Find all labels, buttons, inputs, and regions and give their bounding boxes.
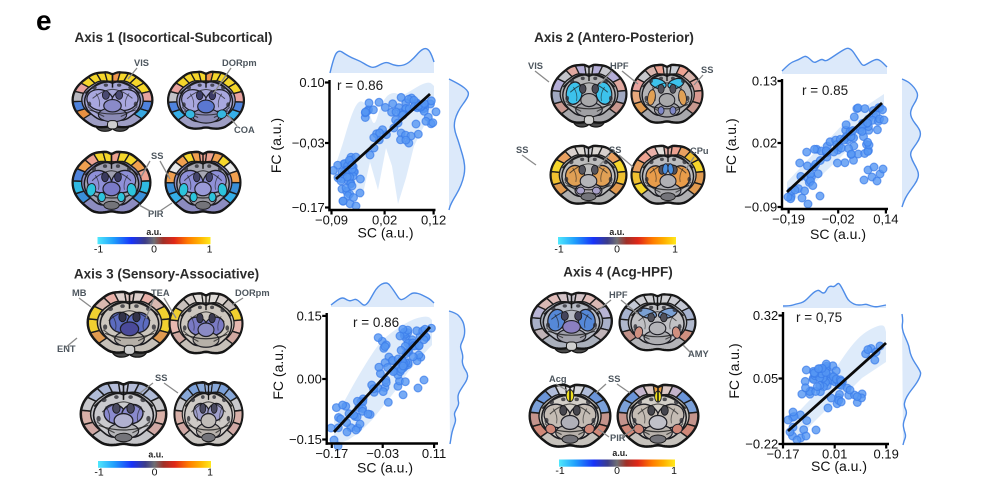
svg-text:−0.15: −0.15 — [289, 432, 322, 447]
svg-text:FC (a.u.): FC (a.u.) — [723, 118, 739, 173]
svg-text:0.01: 0.01 — [822, 447, 847, 462]
svg-text:r = 0.85: r = 0.85 — [802, 83, 848, 98]
svg-text:ENT: ENT — [57, 344, 76, 354]
svg-text:r = 0.86: r = 0.86 — [353, 315, 399, 330]
svg-text:1: 1 — [207, 244, 213, 256]
svg-text:0.19: 0.19 — [874, 447, 899, 462]
svg-text:COA: COA — [234, 125, 255, 135]
svg-text:−0.17: −0.17 — [292, 200, 325, 215]
svg-text:HPF: HPF — [609, 290, 628, 300]
svg-text:0: 0 — [614, 465, 620, 477]
svg-text:MB: MB — [72, 288, 87, 298]
svg-text:−0.17: −0.17 — [315, 446, 348, 461]
svg-text:SC (a.u.): SC (a.u.) — [357, 460, 413, 476]
svg-text:−0,03: −0,03 — [292, 136, 325, 151]
svg-text:Axis 3 (Sensory-Associative): Axis 3 (Sensory-Associative) — [74, 267, 259, 282]
svg-text:AMY: AMY — [688, 349, 709, 359]
svg-text:1: 1 — [671, 465, 677, 477]
svg-text:-1: -1 — [94, 244, 103, 256]
svg-text:HPF: HPF — [610, 61, 629, 71]
svg-text:TEA: TEA — [151, 288, 170, 298]
svg-text:0: 0 — [151, 244, 157, 256]
svg-text:e: e — [36, 5, 52, 36]
svg-text:1: 1 — [672, 244, 678, 256]
svg-text:SC (a.u.): SC (a.u.) — [357, 225, 413, 241]
svg-text:Axis 1 (Isocortical-Subcortica: Axis 1 (Isocortical-Subcortical) — [74, 30, 272, 45]
svg-text:SC (a.u.): SC (a.u.) — [810, 226, 866, 242]
svg-text:PIR: PIR — [148, 209, 164, 219]
svg-text:−0,19: −0,19 — [772, 212, 805, 227]
svg-text:0.15: 0.15 — [297, 309, 322, 324]
svg-text:SS: SS — [155, 373, 167, 383]
svg-text:SS: SS — [151, 151, 163, 161]
svg-text:SS: SS — [608, 374, 620, 384]
svg-text:FC (a.u.): FC (a.u.) — [726, 343, 742, 398]
svg-text:−0.17: −0.17 — [767, 447, 800, 462]
svg-text:r = 0.86: r = 0.86 — [337, 78, 383, 93]
svg-text:CPu: CPu — [690, 146, 709, 156]
svg-text:0.10: 0.10 — [299, 75, 324, 90]
svg-text:VIS: VIS — [134, 58, 149, 68]
svg-text:-1: -1 — [94, 467, 103, 479]
svg-text:Axis 4 (Acg-HPF): Axis 4 (Acg-HPF) — [563, 265, 673, 280]
svg-text:SS: SS — [609, 145, 621, 155]
svg-text:−0,02: −0,02 — [822, 212, 855, 227]
svg-text:Acg: Acg — [549, 374, 567, 384]
svg-text:0.02: 0.02 — [752, 136, 777, 151]
svg-text:0,12: 0,12 — [421, 213, 446, 228]
svg-text:a.u.: a.u. — [609, 227, 624, 237]
svg-text:0.11: 0.11 — [422, 446, 446, 461]
svg-text:0.32: 0.32 — [753, 308, 778, 323]
svg-text:−0.09: −0.09 — [744, 200, 777, 215]
svg-text:FC (a.u.): FC (a.u.) — [268, 118, 284, 173]
svg-text:0.05: 0.05 — [753, 371, 778, 386]
svg-text:VIS: VIS — [528, 61, 543, 71]
svg-text:r = 0,75: r = 0,75 — [796, 310, 842, 325]
svg-text:1: 1 — [207, 467, 213, 479]
svg-text:−0,09: −0,09 — [315, 213, 348, 228]
svg-text:Axis 2 (Antero-Posterior): Axis 2 (Antero-Posterior) — [534, 30, 694, 45]
svg-text:0.00: 0.00 — [297, 372, 322, 387]
svg-text:-1: -1 — [555, 465, 564, 477]
svg-text:a.u.: a.u. — [148, 450, 163, 460]
svg-text:−0.22: −0.22 — [745, 437, 778, 452]
svg-text:a.u.: a.u. — [146, 227, 161, 237]
svg-text:SS: SS — [701, 65, 713, 75]
svg-text:PIR: PIR — [610, 433, 626, 443]
svg-text:0: 0 — [152, 467, 158, 479]
svg-text:0,02: 0,02 — [372, 213, 397, 228]
svg-text:0: 0 — [614, 244, 620, 256]
svg-text:−0.03: −0.03 — [366, 446, 399, 461]
svg-text:0,14: 0,14 — [873, 212, 898, 227]
svg-text:SC (a.u.): SC (a.u.) — [811, 458, 867, 474]
svg-text:-1: -1 — [554, 244, 563, 256]
svg-text:FC (a.u.): FC (a.u.) — [270, 344, 286, 399]
svg-text:DORpm: DORpm — [222, 58, 257, 68]
svg-text:DORpm: DORpm — [235, 288, 270, 298]
svg-text:0.13: 0.13 — [752, 74, 777, 89]
svg-text:a.u.: a.u. — [612, 448, 627, 458]
svg-text:SS: SS — [516, 145, 528, 155]
